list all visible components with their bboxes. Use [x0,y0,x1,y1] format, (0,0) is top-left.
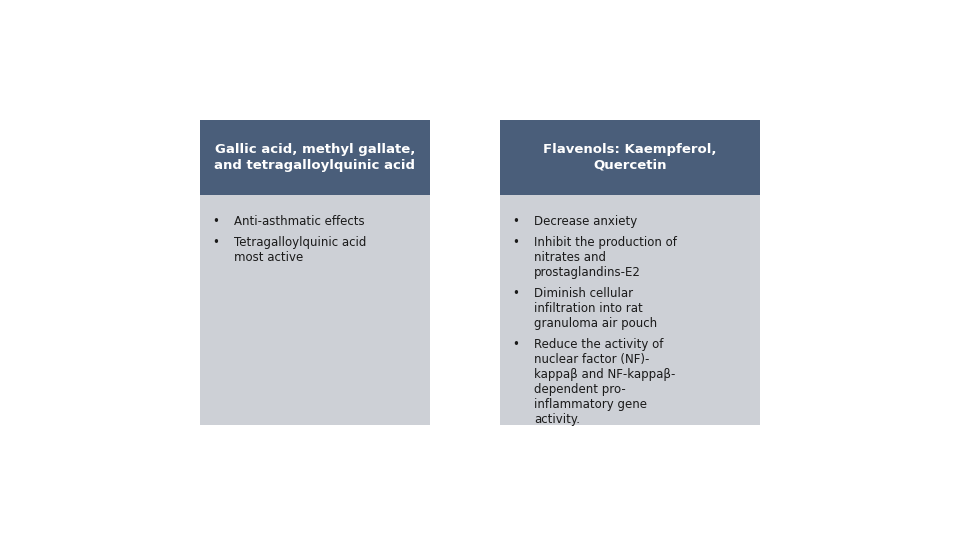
Text: nuclear factor (NF)-: nuclear factor (NF)- [534,353,649,366]
Text: Reduce the activity of: Reduce the activity of [534,338,663,351]
Text: inflammatory gene: inflammatory gene [534,398,647,411]
Text: •: • [512,287,518,300]
Text: kappaβ and NF-kappaβ-: kappaβ and NF-kappaβ- [534,368,676,381]
Text: •: • [212,215,219,228]
Text: nitrates and: nitrates and [534,251,606,264]
Text: dependent pro-: dependent pro- [534,383,626,396]
Text: Decrease anxiety: Decrease anxiety [534,215,637,228]
Text: •: • [512,215,518,228]
Text: granuloma air pouch: granuloma air pouch [534,317,658,330]
Text: Flavenols: Kaempferol,
Quercetin: Flavenols: Kaempferol, Quercetin [543,144,717,172]
Text: prostaglandins-E2: prostaglandins-E2 [534,266,641,279]
Bar [200,120,430,425]
Text: Inhibit the production of: Inhibit the production of [534,236,677,249]
Bar [500,120,760,195]
Text: •: • [212,236,219,249]
Text: Gallic acid, methyl gallate,
and tetragalloylquinic acid: Gallic acid, methyl gallate, and tetraga… [214,144,416,172]
Text: infiltration into rat: infiltration into rat [534,302,643,315]
Text: •: • [512,236,518,249]
Text: Anti-asthmatic effects: Anti-asthmatic effects [234,215,365,228]
Text: activity.: activity. [534,413,580,426]
Bar [200,120,430,195]
Text: most active: most active [234,251,303,264]
Text: •: • [512,338,518,351]
Text: Tetragalloylquinic acid: Tetragalloylquinic acid [234,236,367,249]
Bar [500,120,760,425]
Text: Diminish cellular: Diminish cellular [534,287,634,300]
